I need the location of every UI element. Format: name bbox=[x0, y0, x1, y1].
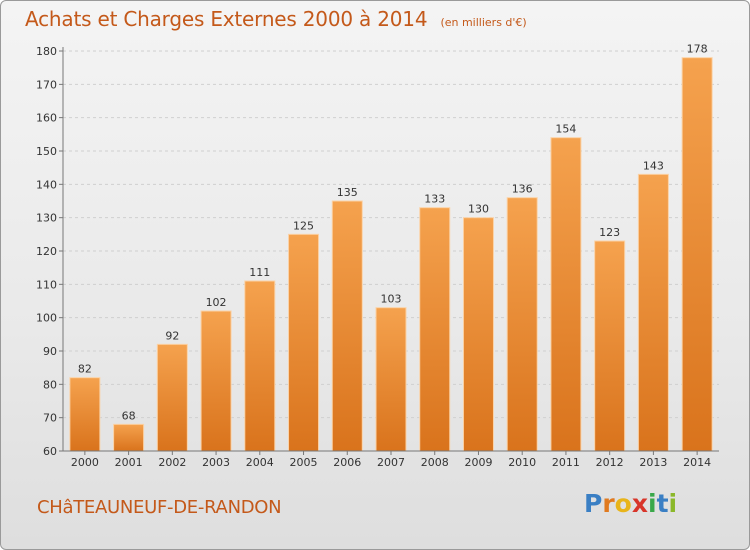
bar bbox=[637, 173, 669, 452]
bar-value-label: 125 bbox=[293, 219, 314, 232]
y-tick-label: 100 bbox=[36, 312, 57, 325]
y-tick-label: 110 bbox=[36, 278, 57, 291]
logo-letter: i bbox=[668, 489, 678, 518]
y-tick-label: 180 bbox=[36, 45, 57, 58]
bar-value-label: 68 bbox=[122, 409, 136, 422]
bar bbox=[331, 200, 363, 452]
x-tick-label: 2011 bbox=[552, 456, 580, 469]
y-tick-label: 60 bbox=[43, 445, 57, 458]
y-tick-label: 130 bbox=[36, 212, 57, 225]
bar-value-label: 130 bbox=[468, 203, 489, 216]
bar bbox=[550, 137, 582, 452]
x-tick-label: 2007 bbox=[377, 456, 405, 469]
bar bbox=[594, 240, 626, 452]
x-tick-label: 2003 bbox=[202, 456, 230, 469]
x-tick-label: 2012 bbox=[596, 456, 624, 469]
proxiti-logo: Proxiti bbox=[584, 489, 677, 518]
x-tick-label: 2005 bbox=[290, 456, 318, 469]
x-tick-label: 2009 bbox=[464, 456, 492, 469]
y-tick-label: 120 bbox=[36, 245, 57, 258]
x-tick-label: 2000 bbox=[71, 456, 99, 469]
logo-letter: P bbox=[584, 489, 603, 518]
x-tick-label: 2002 bbox=[158, 456, 186, 469]
bar bbox=[681, 57, 713, 452]
bar bbox=[462, 217, 494, 452]
bar-value-label: 102 bbox=[206, 296, 227, 309]
bar bbox=[200, 310, 232, 452]
bar-value-label: 123 bbox=[599, 226, 620, 239]
bar-value-label: 135 bbox=[337, 186, 358, 199]
bar-value-label: 143 bbox=[643, 159, 664, 172]
bar-value-label: 111 bbox=[249, 266, 270, 279]
bar bbox=[506, 197, 538, 452]
logo-letter: i bbox=[648, 489, 657, 518]
bar bbox=[69, 377, 101, 452]
bar-value-label: 133 bbox=[424, 193, 445, 206]
logo-letter: r bbox=[602, 489, 615, 518]
axis-layer: 60 70 80 90 100 110 120 130 140 150 160 170 180 2000 2… bbox=[36, 45, 719, 469]
bar bbox=[288, 233, 320, 452]
logo-letter: t bbox=[656, 489, 669, 518]
y-tick-label: 70 bbox=[43, 412, 57, 425]
x-tick-label: 2010 bbox=[508, 456, 536, 469]
location-name: CHâTEAUNEUF-DE-RANDON bbox=[37, 497, 282, 518]
x-tick-label: 2008 bbox=[421, 456, 449, 469]
logo-letter: x bbox=[631, 489, 648, 518]
bar-value-label: 154 bbox=[555, 123, 576, 136]
bar bbox=[156, 343, 188, 452]
chart-subtitle: (en milliers d'€) bbox=[440, 16, 527, 29]
bar bbox=[113, 423, 145, 452]
x-tick-label: 2006 bbox=[333, 456, 361, 469]
bar-value-label: 92 bbox=[165, 329, 179, 342]
y-tick-label: 170 bbox=[36, 78, 57, 91]
bar-layer bbox=[69, 57, 713, 452]
chart-title: Achats et Charges Externes 2000 à 2014 bbox=[25, 7, 428, 31]
bar bbox=[419, 207, 451, 452]
title-row: Achats et Charges Externes 2000 à 2014 (… bbox=[25, 7, 527, 31]
logo-letter: o bbox=[614, 489, 632, 518]
y-tick-label: 90 bbox=[43, 345, 57, 358]
x-tick-label: 2004 bbox=[246, 456, 274, 469]
y-tick-label: 160 bbox=[36, 112, 57, 125]
bar bbox=[375, 307, 407, 452]
bar-value-label: 82 bbox=[78, 363, 92, 376]
bar-value-label: 178 bbox=[687, 43, 708, 56]
y-tick-label: 140 bbox=[36, 178, 57, 191]
x-tick-label: 2013 bbox=[639, 456, 667, 469]
y-tick-label: 150 bbox=[36, 145, 57, 158]
bar-value-label: 136 bbox=[512, 183, 533, 196]
bar-value-label: 103 bbox=[381, 293, 402, 306]
label-layer: 82 68 92 102 111 125 135 103 133 130 136 154 123 143 1… bbox=[78, 43, 708, 423]
x-tick-label: 2001 bbox=[115, 456, 143, 469]
bar bbox=[244, 280, 276, 452]
x-tick-label: 2014 bbox=[683, 456, 711, 469]
y-tick-label: 80 bbox=[43, 378, 57, 391]
